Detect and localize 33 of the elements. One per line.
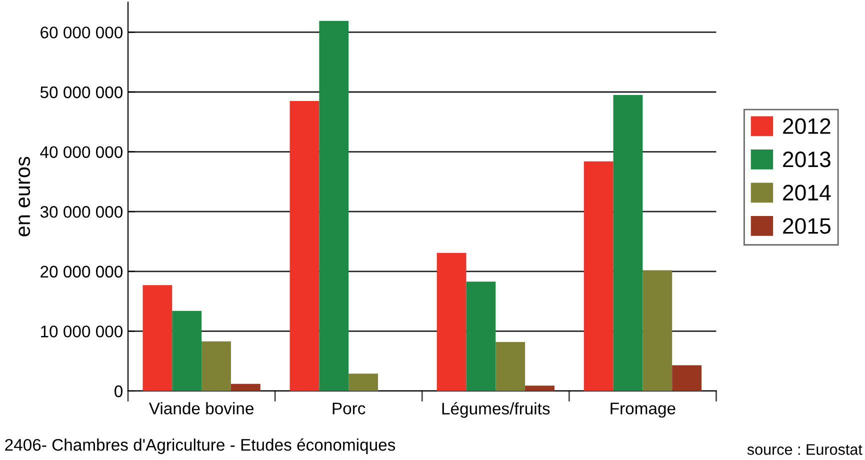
bar <box>466 282 496 391</box>
text: 2406- Chambres d'Agriculture - Etudes économiques <box>5 438 396 454</box>
bar <box>290 100 320 391</box>
bar <box>142 285 172 391</box>
x-tick-label: Porc <box>332 402 366 414</box>
y-tick-label: 0 <box>114 385 123 398</box>
y-tick-label: 40 000 000 <box>40 146 123 158</box>
bar <box>584 161 614 391</box>
bar <box>436 252 466 391</box>
source-note: source : Eurostat <box>747 444 862 455</box>
legend-label: 2013 <box>783 152 830 168</box>
legend-label: 2012 <box>783 118 830 134</box>
y-tick-label: 20 000 000 <box>40 266 123 278</box>
x-tick-label: Viande bovine <box>148 402 254 414</box>
bar <box>496 342 526 391</box>
bar <box>613 94 643 391</box>
bar <box>672 365 702 391</box>
legend-label: 2015 <box>783 218 830 234</box>
y-tick-label: 30 000 000 <box>40 206 123 218</box>
x-tick-label: Fromage <box>610 402 676 418</box>
bar <box>202 341 231 391</box>
x-tick-label: Légumes/fruits <box>442 402 550 418</box>
y-tick-label: 50 000 000 <box>40 86 123 98</box>
y-axis-title: en euros <box>18 156 30 236</box>
y-tick-label: 60 000 000 <box>40 26 123 38</box>
bar <box>642 270 672 391</box>
bar <box>319 20 349 391</box>
bar <box>172 310 202 391</box>
y-tick-label: 10 000 000 <box>41 326 123 338</box>
bar <box>230 384 260 391</box>
legend-label: 2014 <box>783 184 831 201</box>
bar <box>348 374 378 391</box>
bar <box>525 386 554 391</box>
